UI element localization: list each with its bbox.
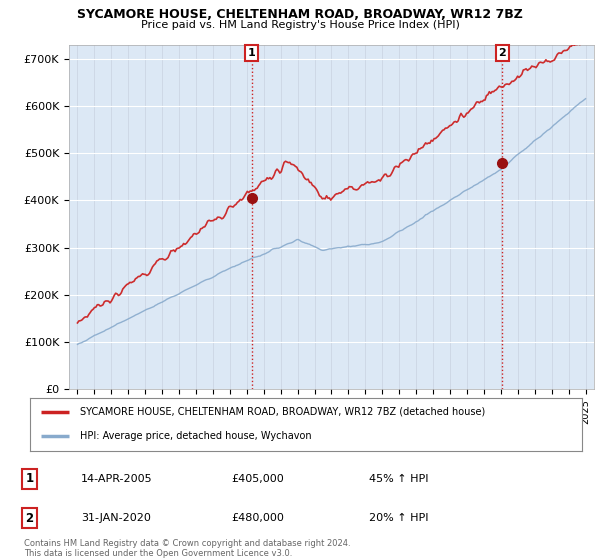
Text: 20% ↑ HPI: 20% ↑ HPI (369, 513, 428, 523)
Text: 2: 2 (25, 511, 34, 525)
Text: SYCAMORE HOUSE, CHELTENHAM ROAD, BROADWAY, WR12 7BZ: SYCAMORE HOUSE, CHELTENHAM ROAD, BROADWA… (77, 8, 523, 21)
Text: £480,000: £480,000 (231, 513, 284, 523)
Text: 1: 1 (248, 48, 256, 58)
Text: SYCAMORE HOUSE, CHELTENHAM ROAD, BROADWAY, WR12 7BZ (detached house): SYCAMORE HOUSE, CHELTENHAM ROAD, BROADWA… (80, 407, 485, 417)
Text: £405,000: £405,000 (231, 474, 284, 484)
Text: 1: 1 (25, 472, 34, 486)
Text: 14-APR-2005: 14-APR-2005 (81, 474, 153, 484)
Text: 31-JAN-2020: 31-JAN-2020 (81, 513, 151, 523)
Text: 2: 2 (499, 48, 506, 58)
Text: Price paid vs. HM Land Registry's House Price Index (HPI): Price paid vs. HM Land Registry's House … (140, 20, 460, 30)
Text: HPI: Average price, detached house, Wychavon: HPI: Average price, detached house, Wych… (80, 431, 311, 441)
Text: 45% ↑ HPI: 45% ↑ HPI (369, 474, 428, 484)
Text: Contains HM Land Registry data © Crown copyright and database right 2024.
This d: Contains HM Land Registry data © Crown c… (24, 539, 350, 558)
